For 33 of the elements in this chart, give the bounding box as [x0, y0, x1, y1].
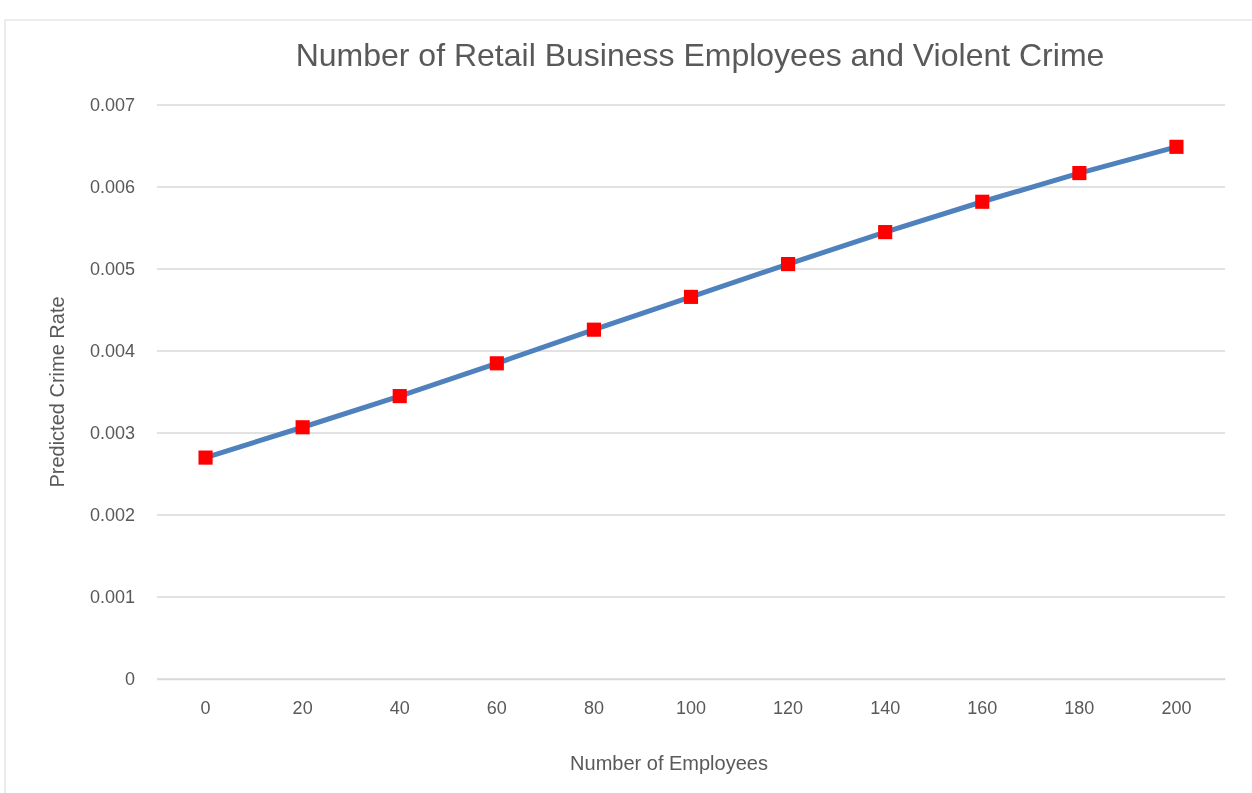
y-tick-label: 0.001 [89, 587, 135, 608]
x-tick-label: 120 [773, 697, 804, 718]
point [1072, 165, 1087, 181]
x-axis-title: Number of Employees [570, 752, 768, 774]
y-tick-label: 0.006 [89, 177, 135, 198]
x-tick-label: 40 [389, 697, 410, 718]
point [1169, 139, 1184, 154]
y-tick-label: 0.007 [89, 95, 135, 116]
x-tick-label: 0 [200, 697, 211, 718]
point [295, 420, 310, 435]
x-tick-label: 60 [486, 697, 507, 718]
x-tick-label: 200 [1161, 697, 1192, 718]
x-tick-label: 80 [583, 697, 604, 718]
chart-title: Number of Retail Business Employees and Violent Crime [295, 37, 1105, 73]
y-tick-label: 0.003 [89, 423, 135, 444]
x-tick-label: 20 [292, 697, 313, 718]
y-tick-label: 0.002 [89, 505, 135, 526]
point [781, 257, 796, 272]
x-tick-label: 180 [1064, 697, 1095, 718]
x-tick-label: 160 [967, 697, 998, 718]
y-tick-label: 0.004 [89, 341, 135, 362]
point [975, 194, 990, 209]
point [683, 289, 699, 304]
point [878, 225, 893, 240]
y-axis-title: Predicted Crime Rate [46, 296, 68, 488]
point [198, 450, 213, 465]
y-tick-label: 0.005 [89, 259, 135, 280]
x-tick-label: 100 [675, 697, 707, 718]
y-tick-label: 0 [124, 669, 135, 690]
point [392, 389, 407, 404]
point [586, 322, 601, 337]
point [489, 356, 504, 371]
x-tick-label: 140 [870, 697, 901, 718]
